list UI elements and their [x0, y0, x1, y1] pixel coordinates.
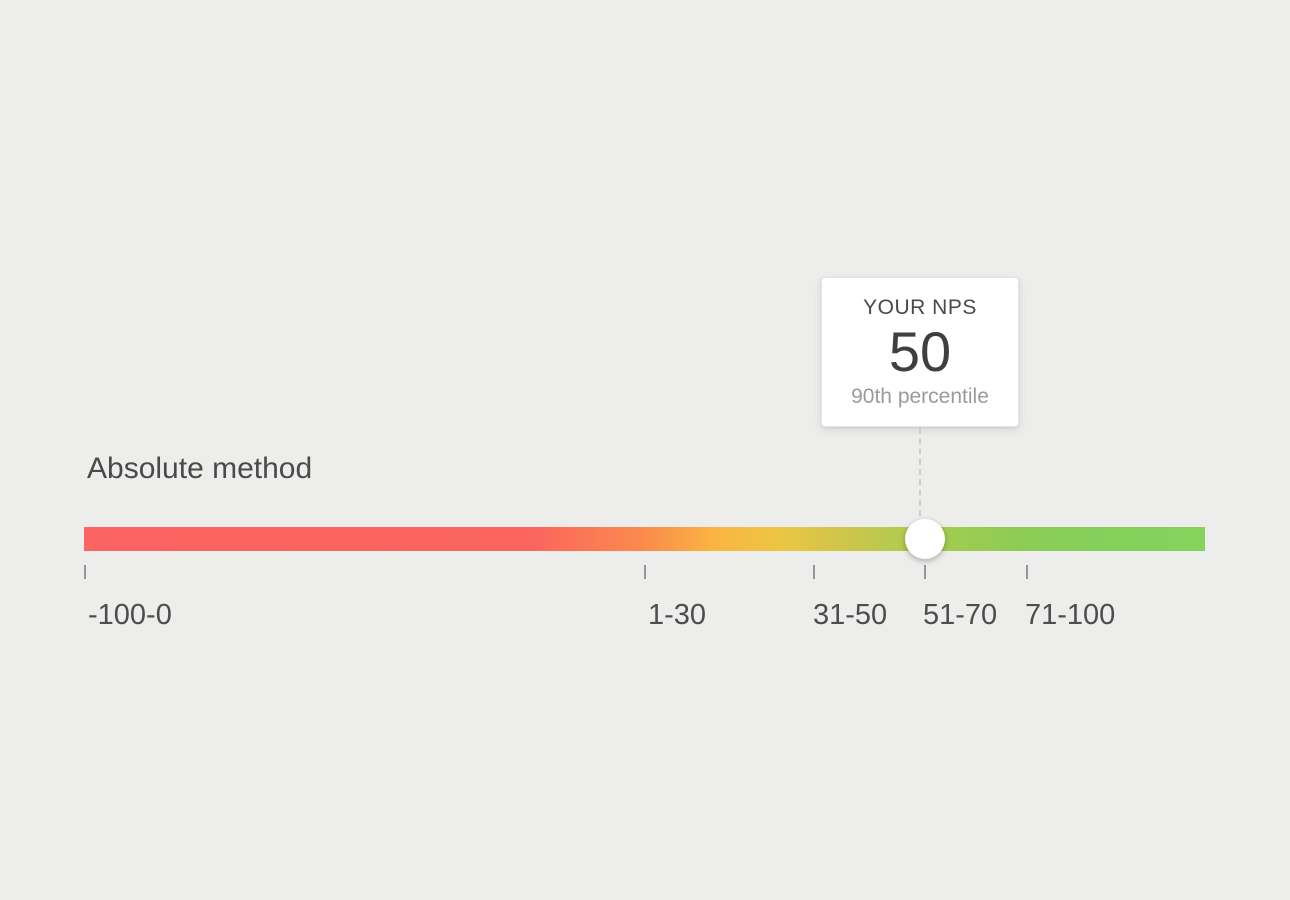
scale-label-31-50: 31-50 — [813, 599, 888, 631]
scale-label-neg100-0: -100-0 — [88, 599, 172, 631]
slider-handle[interactable] — [905, 519, 945, 559]
tooltip-title: YOUR NPS — [863, 295, 977, 319]
tick-mark-71 — [1026, 565, 1028, 579]
section-title: Absolute method — [87, 452, 313, 485]
percentile-text: 90th percentile — [851, 385, 989, 409]
scale-label-51-70: 51-70 — [923, 599, 998, 631]
tick-mark-1 — [644, 565, 646, 579]
scale-label-1-30: 1-30 — [648, 599, 707, 631]
tick-mark-31 — [813, 565, 815, 579]
tick-mark-neg100 — [84, 565, 86, 579]
nps-tooltip: YOUR NPS 50 90th percentile — [821, 277, 1019, 427]
scale-label-71-100: 71-100 — [1025, 599, 1116, 631]
tooltip-connector-line — [919, 428, 921, 516]
tick-mark-51 — [924, 565, 926, 579]
nps-value: 50 — [888, 319, 952, 383]
nps-gradient-track[interactable] — [84, 527, 1205, 551]
